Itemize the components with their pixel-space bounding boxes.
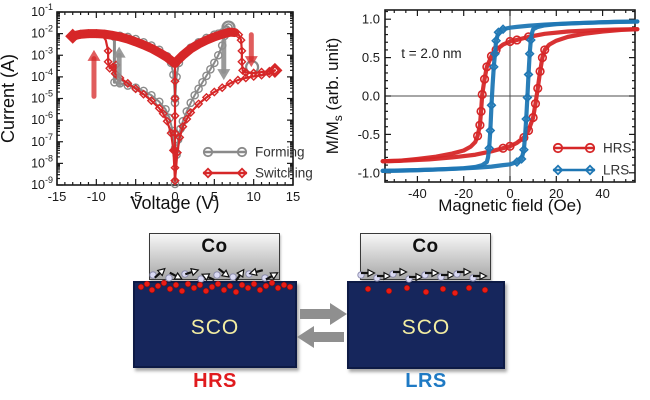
iv-sweep-arrows bbox=[87, 32, 258, 99]
svg-text:-10: -10 bbox=[87, 189, 106, 204]
svg-text:10-3: 10-3 bbox=[31, 45, 53, 62]
svg-text:20: 20 bbox=[549, 186, 563, 201]
svg-text:HRS: HRS bbox=[603, 141, 632, 156]
mh-axes: -40 -20 0 20 40 -1.0 -0.5 0.0 0.5 1.0 Magnetic fie… bbox=[325, 10, 635, 215]
thickness-annotation: t = 2.0 nm bbox=[401, 46, 461, 61]
lrs-co-label: Co bbox=[412, 236, 439, 257]
svg-text:10-6: 10-6 bbox=[31, 110, 53, 127]
svg-text:0.5: 0.5 bbox=[362, 50, 380, 65]
iv-series-forming bbox=[110, 20, 260, 189]
lrs-co-electrode: Co bbox=[360, 233, 491, 280]
svg-text:-20: -20 bbox=[454, 186, 473, 201]
mh-hysteresis-chart: -40 -20 0 20 40 -1.0 -0.5 0.0 0.5 1.0 Magnetic fie… bbox=[325, 9, 640, 215]
iv-curve-chart: -15 -10 -5 0 5 10 15 10-1 10-2 10-3 10-4 10-5 10-6 10… bbox=[0, 2, 313, 213]
hrs-co-label: Co bbox=[201, 236, 228, 257]
switching-arrows bbox=[297, 303, 347, 348]
svg-text:1.0: 1.0 bbox=[362, 12, 380, 27]
svg-text:Magnetic field (Oe): Magnetic field (Oe) bbox=[438, 196, 582, 215]
mh-legend: HRS LRS bbox=[552, 141, 632, 178]
svg-text:0: 0 bbox=[171, 189, 178, 204]
svg-text:-1.0: -1.0 bbox=[358, 165, 380, 180]
arrow-right-icon bbox=[300, 303, 347, 325]
svg-text:10-2: 10-2 bbox=[31, 24, 53, 41]
svg-text:Forming: Forming bbox=[255, 145, 305, 160]
hrs-co-electrode: Co bbox=[149, 233, 280, 280]
svg-text:10-9: 10-9 bbox=[31, 175, 53, 192]
svg-text:0: 0 bbox=[506, 186, 513, 201]
svg-text:15: 15 bbox=[286, 189, 300, 204]
svg-text:40: 40 bbox=[595, 186, 609, 201]
svg-text:10-8: 10-8 bbox=[31, 153, 53, 170]
svg-text:10-5: 10-5 bbox=[31, 89, 53, 106]
mh-series-hrs bbox=[380, 27, 640, 164]
device-schematic: Co SCO HRS Co SCO LRS bbox=[0, 220, 650, 400]
arrow-left-icon bbox=[297, 326, 344, 348]
svg-text:Switching: Switching bbox=[255, 166, 313, 181]
svg-text:Voltage (V): Voltage (V) bbox=[130, 193, 219, 213]
hrs-state-label: HRS bbox=[193, 370, 237, 392]
svg-text:0.0: 0.0 bbox=[362, 89, 380, 104]
svg-text:-15: -15 bbox=[48, 189, 67, 204]
svg-text:M/Ms (arb. unit): M/Ms (arb. unit) bbox=[325, 38, 345, 155]
iv-series-switching bbox=[65, 27, 283, 186]
hrs-sco-label: SCO bbox=[190, 315, 240, 339]
lrs-state-label: LRS bbox=[405, 370, 447, 392]
svg-text:-40: -40 bbox=[408, 186, 427, 201]
svg-text:LRS: LRS bbox=[603, 163, 629, 178]
iv-legend: Forming Switching bbox=[202, 145, 313, 181]
svg-text:-5: -5 bbox=[130, 189, 142, 204]
svg-text:10: 10 bbox=[246, 189, 260, 204]
schematic-overlay bbox=[137, 267, 489, 348]
svg-text:-0.5: -0.5 bbox=[358, 127, 380, 142]
mh-series-lrs bbox=[380, 19, 640, 173]
svg-text:5: 5 bbox=[211, 189, 218, 204]
svg-text:10-4: 10-4 bbox=[31, 67, 53, 84]
lrs-sco-label: SCO bbox=[401, 316, 451, 339]
iv-axes: -15 -10 -5 0 5 10 15 10-1 10-2 10-3 10-4 10-5 10-6 10… bbox=[0, 2, 300, 213]
lrs-sco-layer: SCO bbox=[347, 281, 505, 369]
hrs-sco-layer: SCO bbox=[133, 281, 297, 368]
svg-text:10-1: 10-1 bbox=[31, 2, 53, 19]
svg-text:10-7: 10-7 bbox=[31, 132, 53, 149]
svg-text:Current (A): Current (A) bbox=[0, 54, 18, 143]
